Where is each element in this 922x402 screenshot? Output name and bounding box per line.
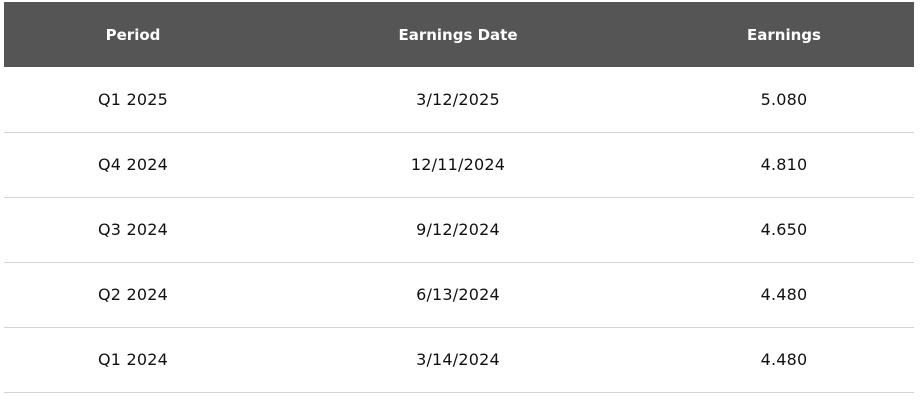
cell-period: Q1 2024 xyxy=(98,350,168,369)
table-body: Q1 2025 3/12/2025 5.080 Q4 2024 12/11/20… xyxy=(4,67,914,392)
header-row: Period Earnings Date Earnings xyxy=(4,2,914,67)
cell-earnings-date: 12/11/2024 xyxy=(410,155,506,174)
cell-period: Q4 2024 xyxy=(98,155,168,174)
header-period: Period xyxy=(105,25,161,44)
earnings-table: Period Earnings Date Earnings Q1 2025 3/… xyxy=(4,2,914,393)
cell-earnings-date: 9/12/2024 xyxy=(416,220,500,239)
table-row: Q4 2024 12/11/2024 4.810 xyxy=(4,132,914,197)
table-row: Q2 2024 6/13/2024 4.480 xyxy=(4,262,914,327)
table-header: Period Earnings Date Earnings xyxy=(4,2,914,67)
table-row: Q1 2024 3/14/2024 4.480 xyxy=(4,327,914,392)
header-earnings: Earnings xyxy=(747,25,821,44)
cell-earnings-date: 6/13/2024 xyxy=(416,285,500,304)
cell-earnings: 5.080 xyxy=(760,89,808,109)
cell-earnings-date: 3/14/2024 xyxy=(416,350,500,369)
table-row: Q3 2024 9/12/2024 4.650 xyxy=(4,197,914,262)
cell-period: Q1 2025 xyxy=(98,89,168,109)
cell-earnings: 4.480 xyxy=(760,350,808,369)
table-row: Q1 2025 3/12/2025 5.080 xyxy=(4,67,914,132)
cell-earnings: 4.810 xyxy=(760,155,808,174)
cell-earnings-date: 3/12/2025 xyxy=(416,89,500,109)
cell-earnings: 4.650 xyxy=(760,220,808,239)
cell-earnings: 4.480 xyxy=(760,285,808,304)
header-earnings-date: Earnings Date xyxy=(398,25,518,44)
cell-period: Q3 2024 xyxy=(98,220,168,239)
earnings-table-container: Period Earnings Date Earnings Q1 2025 3/… xyxy=(4,2,914,393)
cell-period: Q2 2024 xyxy=(98,285,168,304)
